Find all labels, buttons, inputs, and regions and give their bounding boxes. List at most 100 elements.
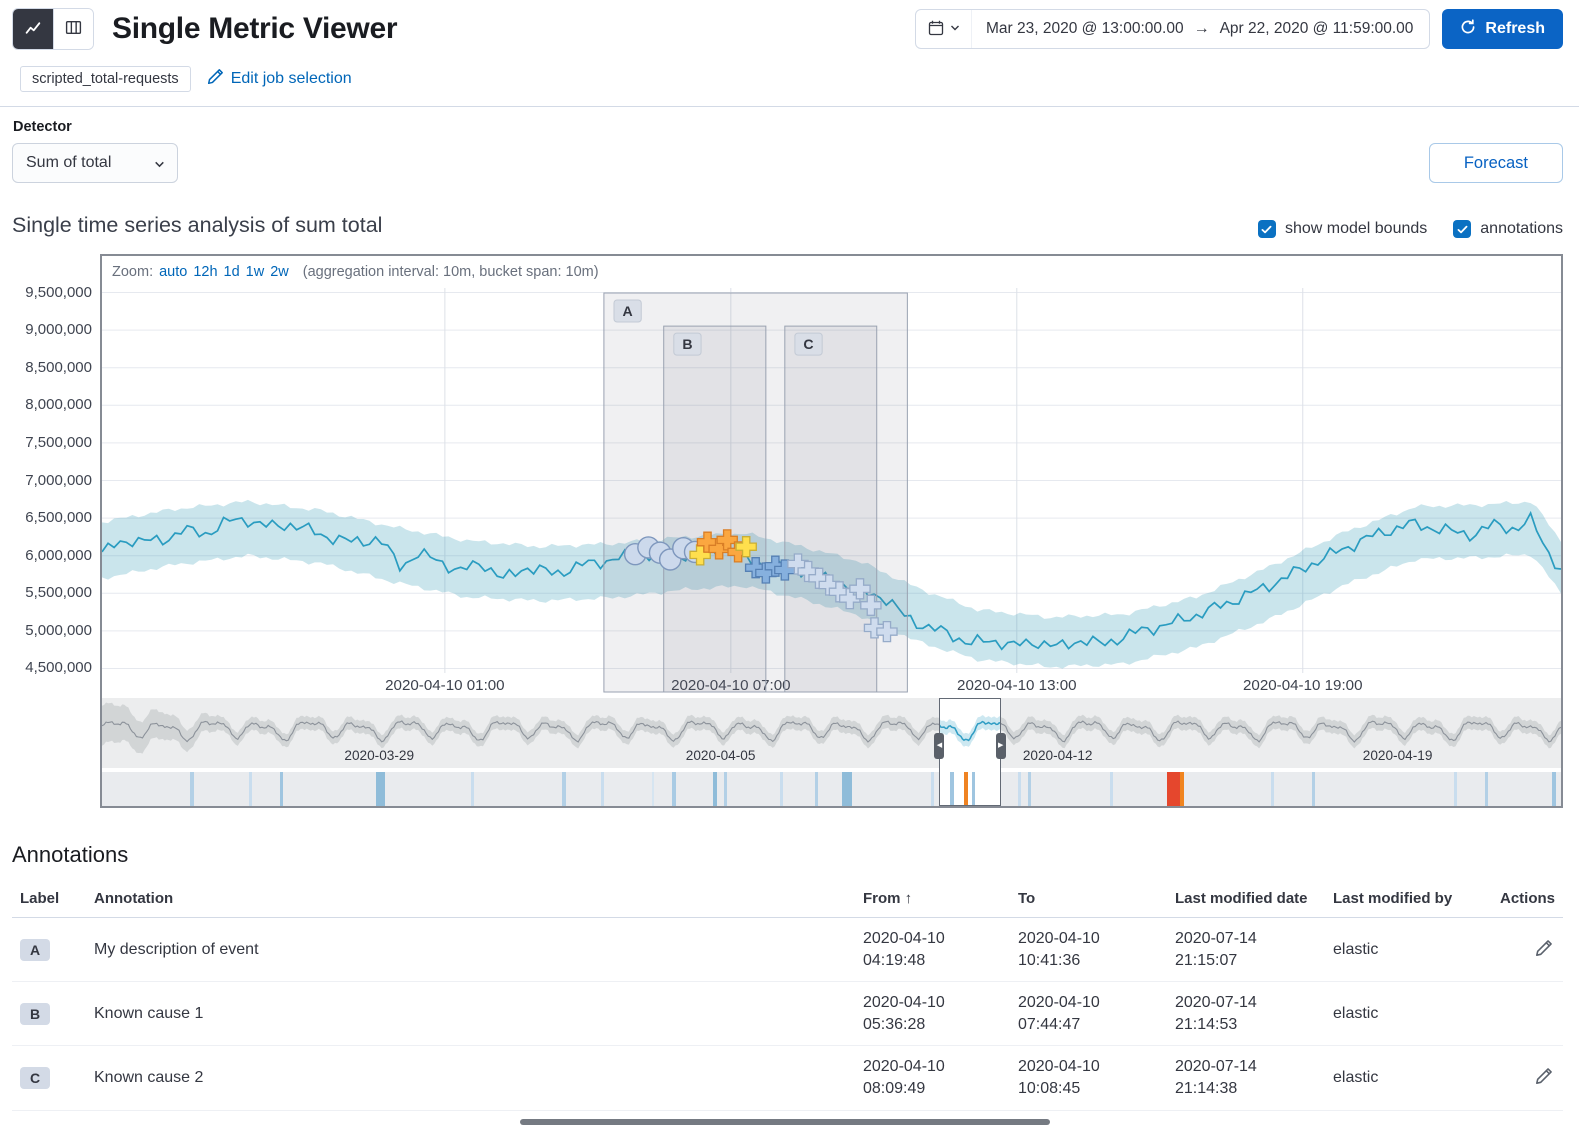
annotations-checkbox[interactable]: annotations bbox=[1453, 220, 1563, 238]
y-axis-label: 8,500,000 bbox=[25, 358, 92, 376]
y-axis-label: 7,500,000 bbox=[25, 433, 92, 451]
job-badge[interactable]: scripted_total-requests bbox=[20, 66, 191, 92]
swimlane-anomaly-cell[interactable] bbox=[249, 772, 253, 806]
refresh-button[interactable]: Refresh bbox=[1442, 9, 1563, 49]
swimlane-anomaly-cell[interactable] bbox=[189, 772, 194, 806]
edit-job-selection-link[interactable]: Edit job selection bbox=[207, 68, 352, 90]
y-axis-label: 6,000,000 bbox=[25, 546, 92, 564]
anomaly-marker-cross[interactable] bbox=[744, 557, 767, 579]
y-axis: 9,500,000 9,000,000 8,500,000 8,000,000 7,50… bbox=[12, 254, 100, 808]
swimlane-anomaly-cell[interactable] bbox=[1552, 772, 1557, 806]
swimlane-anomaly-cell[interactable] bbox=[713, 772, 718, 806]
anomaly-marker-cross[interactable] bbox=[708, 538, 730, 560]
y-axis-label: 8,000,000 bbox=[25, 396, 92, 414]
swimlane-anomaly-cell[interactable] bbox=[780, 772, 784, 806]
column-header-actions: Actions bbox=[1491, 882, 1563, 918]
swimlane-anomaly-cell[interactable] bbox=[949, 772, 954, 806]
annotation-row-C[interactable]: C Known cause 2 2020-04-10 08:09:49 2020-04-… bbox=[12, 1045, 1563, 1111]
y-axis-label: 6,500,000 bbox=[25, 509, 92, 527]
annotation-chip-A[interactable] bbox=[613, 299, 642, 323]
refresh-label: Refresh bbox=[1485, 20, 1545, 37]
refresh-icon bbox=[1460, 18, 1476, 40]
detector-select[interactable]: Sum of total bbox=[12, 143, 178, 183]
annotation-chip-B[interactable] bbox=[673, 332, 702, 356]
swimlane-anomaly-cell[interactable] bbox=[376, 772, 386, 806]
annotations-title: Annotations bbox=[12, 842, 129, 867]
swimlane-anomaly-cell[interactable] bbox=[652, 772, 655, 806]
zoom-1w-link[interactable]: 1w bbox=[245, 264, 265, 280]
context-x-axis-label: 2020-04-12 bbox=[1023, 748, 1093, 763]
annotation-rect-A[interactable] bbox=[603, 292, 908, 693]
swimlane-anomaly-cell[interactable] bbox=[815, 772, 819, 806]
annotation-modified-date: 2020-07-14 21:14:53 bbox=[1166, 981, 1325, 1047]
anomaly-marker-cross[interactable] bbox=[860, 594, 882, 616]
swimlane-anomaly-cell[interactable] bbox=[279, 772, 283, 806]
time-range-start[interactable]: Mar 23, 2020 @ 13:00:00.00 bbox=[986, 20, 1184, 37]
anomaly-marker-cross[interactable] bbox=[863, 617, 886, 639]
annotation-to: 2020-04-10 07:44:47 bbox=[1009, 981, 1167, 1047]
zoom-1d-link[interactable]: 1d bbox=[223, 264, 240, 280]
edit-annotation-button[interactable] bbox=[1533, 937, 1555, 962]
swimlane-anomaly-cell[interactable] bbox=[1167, 772, 1181, 806]
swimlane-anomaly-cell[interactable] bbox=[672, 772, 677, 806]
edit-job-selection-label: Edit job selection bbox=[230, 70, 352, 87]
column-header-from[interactable]: From ↑ bbox=[854, 882, 1010, 918]
anomaly-marker-cross[interactable] bbox=[849, 578, 871, 600]
swimlane-anomaly-cell[interactable] bbox=[971, 772, 975, 806]
swimlane-anomaly-cell[interactable] bbox=[1028, 772, 1032, 806]
forecast-button[interactable]: Forecast bbox=[1428, 143, 1563, 183]
single-metric-viewer-toggle-button[interactable] bbox=[13, 9, 53, 49]
column-header-last-modified-by: Last modified by bbox=[1324, 882, 1492, 918]
annotation-chip-C[interactable] bbox=[794, 332, 823, 356]
zoom-auto-link[interactable]: auto bbox=[159, 264, 188, 280]
context-chart[interactable]: 2020-03-29 2020-04-05 2020-04-12 2020-04-19 bbox=[102, 698, 1561, 768]
y-axis-label: 5,500,000 bbox=[25, 584, 92, 602]
swimlane-anomaly-cell[interactable] bbox=[471, 772, 475, 806]
swimlane-anomaly-cell[interactable] bbox=[561, 772, 566, 806]
brush-handle-left[interactable]: ◀ bbox=[934, 733, 945, 759]
quick-select-button[interactable] bbox=[916, 10, 972, 48]
x-axis-label: 2020-04-10 01:00 bbox=[385, 677, 505, 694]
anomaly-marker-cross[interactable] bbox=[876, 620, 898, 643]
column-header-last-modified-date[interactable]: Last modified date bbox=[1166, 882, 1325, 918]
swimlane-anomaly-cell[interactable] bbox=[1311, 772, 1315, 806]
anomaly-swimlane[interactable] bbox=[102, 772, 1561, 806]
annotation-rect-C[interactable] bbox=[784, 325, 878, 693]
swimlane-anomaly-cell[interactable] bbox=[723, 772, 727, 806]
swimlane-anomaly-cell[interactable] bbox=[1454, 772, 1458, 806]
brush-handle-right[interactable]: ▶ bbox=[995, 733, 1006, 759]
swimlane-anomaly-cell[interactable] bbox=[964, 772, 969, 806]
annotation-modified-date: 2020-07-14 21:15:07 bbox=[1166, 917, 1325, 983]
swimlane-anomaly-cell[interactable] bbox=[1270, 772, 1274, 806]
swimlane-anomaly-cell[interactable] bbox=[600, 772, 604, 806]
swimlane-anomaly-cell[interactable] bbox=[930, 772, 934, 806]
show-model-bounds-checkbox[interactable]: show model bounds bbox=[1257, 220, 1428, 238]
anomaly-marker-cross[interactable] bbox=[839, 587, 861, 610]
zoom-controls: Zoom: auto 12h 1d 1w 2w (aggregation int… bbox=[102, 256, 1561, 288]
series-title: Single time series analysis of sum total bbox=[12, 213, 383, 237]
horizontal-scrollbar-thumb[interactable] bbox=[520, 1119, 1050, 1125]
chart-line-icon bbox=[25, 19, 42, 39]
annotation-rect-B[interactable] bbox=[663, 325, 767, 693]
annotation-row-B[interactable]: B Known cause 1 2020-04-10 05:36:28 2020-04-… bbox=[12, 981, 1563, 1047]
swimlane-anomaly-cell[interactable] bbox=[1180, 772, 1185, 806]
swimlane-anomaly-cell[interactable] bbox=[1485, 772, 1489, 806]
time-range-end[interactable]: Apr 22, 2020 @ 11:59:00.00 bbox=[1219, 20, 1414, 37]
swimlane-anomaly-cell[interactable] bbox=[1018, 772, 1022, 806]
swimlane-anomaly-cell[interactable] bbox=[1110, 772, 1114, 806]
checkbox-label: show model bounds bbox=[1284, 220, 1428, 237]
context-x-axis-label: 2020-03-29 bbox=[344, 748, 414, 763]
annotation-row-A[interactable]: A My description of event 2020-04-10 04:19:… bbox=[12, 917, 1563, 983]
anomaly-explorer-toggle-button[interactable] bbox=[53, 9, 93, 49]
zoom-12h-link[interactable]: 12h bbox=[193, 264, 218, 280]
edit-annotation-button[interactable] bbox=[1533, 1065, 1555, 1090]
zoom-2w-link[interactable]: 2w bbox=[270, 264, 289, 280]
main-timeseries-chart[interactable]: 2020-04-10 01:00 2020-04-10 07:00 2020-04-… bbox=[102, 288, 1561, 698]
annotation-text: Known cause 2 bbox=[86, 1045, 855, 1111]
checkbox-checked-icon bbox=[1257, 220, 1276, 238]
column-header-to[interactable]: To bbox=[1009, 882, 1167, 918]
swimlane-anomaly-cell[interactable] bbox=[841, 772, 852, 806]
context-selected-line bbox=[938, 720, 1001, 742]
anomaly-marker-cross[interactable] bbox=[735, 536, 757, 558]
context-shade-left bbox=[102, 698, 940, 768]
